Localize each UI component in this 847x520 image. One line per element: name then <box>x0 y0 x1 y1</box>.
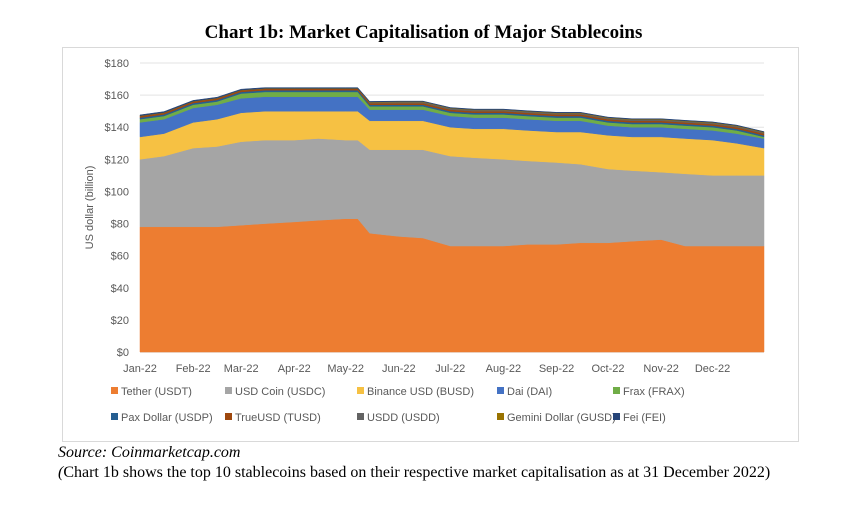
legend-label: Tether (USDT) <box>121 386 192 398</box>
legend-swatch <box>613 413 620 420</box>
legend-label: Dai (DAI) <box>507 386 552 398</box>
y-tick-label: $120 <box>105 154 129 166</box>
y-tick-label: $60 <box>111 251 129 263</box>
x-tick-label: Aug-22 <box>486 363 521 375</box>
x-tick-label: Sep-22 <box>539 363 574 375</box>
source-note: Source: Coinmarketcap.com <box>58 444 241 461</box>
x-tick-label: Jun-22 <box>382 363 416 375</box>
y-tick-label: $160 <box>105 90 129 102</box>
legend-swatch <box>225 413 232 420</box>
y-tick-label: $80 <box>111 219 129 231</box>
legend-swatch <box>357 413 364 420</box>
legend-swatch <box>225 387 232 394</box>
area-series <box>139 87 765 133</box>
y-tick-label: $40 <box>111 283 129 295</box>
footnote-paren: ( <box>58 464 64 481</box>
legend-label: USDD (USDD) <box>367 412 440 424</box>
legend-label: Pax Dollar (USDP) <box>121 412 213 424</box>
legend-label: Fei (FEI) <box>623 412 666 424</box>
y-tick-label: $20 <box>111 315 129 327</box>
x-tick-label: Mar-22 <box>224 363 259 375</box>
legend-swatch <box>357 387 364 394</box>
x-tick-label: Nov-22 <box>643 363 678 375</box>
x-tick-label: May-22 <box>327 363 364 375</box>
x-tick-label: Oct-22 <box>591 363 624 375</box>
legend-label: Frax (FRAX) <box>623 386 685 398</box>
y-tick-label: $0 <box>117 347 129 359</box>
y-tick-label: $140 <box>105 122 129 134</box>
y-tick-label: $180 <box>105 58 129 70</box>
legend-label: Binance USD (BUSD) <box>367 386 474 398</box>
chart-footnote: (Chart 1b shows the top 10 stablecoins b… <box>58 463 818 482</box>
legend-swatch <box>613 387 620 394</box>
legend-swatch <box>111 387 118 394</box>
legend-label: Gemini Dollar (GUSD) <box>507 412 616 424</box>
legend-label: USD Coin (USDC) <box>235 386 325 398</box>
x-tick-label: Feb-22 <box>176 363 211 375</box>
x-tick-label: Jul-22 <box>435 363 465 375</box>
x-tick-label: Dec-22 <box>695 363 730 375</box>
legend-label: TrueUSD (TUSD) <box>235 412 321 424</box>
footnote-text: Chart 1b shows the top 10 stablecoins ba… <box>63 464 771 481</box>
chart-title: Chart 1b: Market Capitalisation of Major… <box>204 22 643 43</box>
legend-swatch <box>497 413 504 420</box>
x-tick-label: Jan-22 <box>123 363 157 375</box>
y-axis-label: US dollar (billion) <box>84 166 96 250</box>
legend-swatch <box>111 413 118 420</box>
legend-swatch <box>497 387 504 394</box>
x-tick-label: Apr-22 <box>278 363 311 375</box>
y-tick-label: $100 <box>105 186 129 198</box>
